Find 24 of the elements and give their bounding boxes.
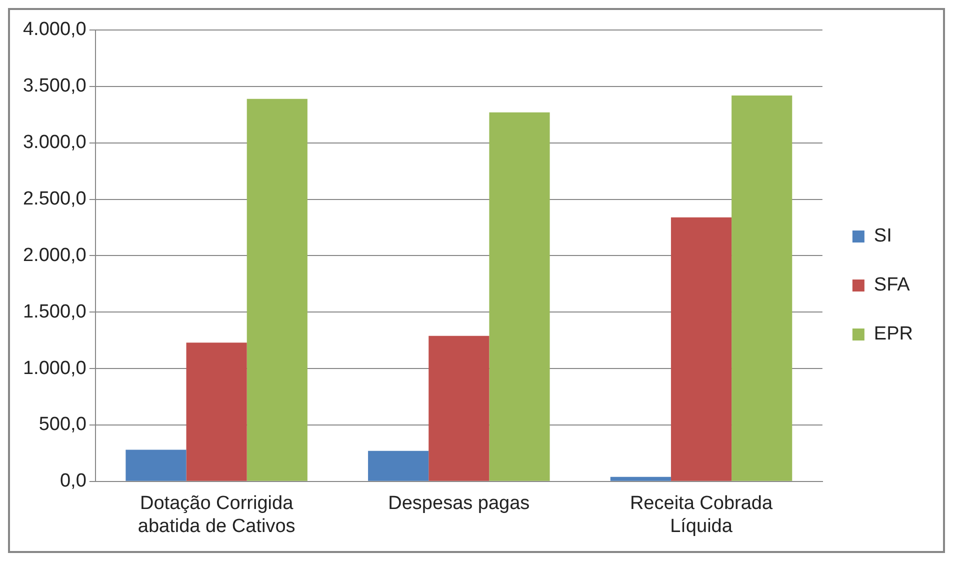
bar — [126, 450, 186, 481]
x-tick-label: Despesas pagas — [388, 493, 530, 514]
y-tick-label: 1.000,0 — [22, 358, 86, 379]
bar — [246, 98, 308, 481]
bar — [428, 336, 490, 481]
bar — [489, 112, 550, 481]
y-tick-label: 1.500,0 — [22, 301, 86, 322]
bar — [610, 476, 671, 481]
x-tick-label: Receita Cobrada Líquida — [630, 493, 773, 537]
bar — [186, 342, 247, 481]
legend-label: SI — [874, 226, 892, 247]
bar — [732, 95, 792, 481]
legend-label: EPR — [874, 324, 914, 345]
y-tick-label: 2.500,0 — [22, 188, 86, 210]
y-tick-label: 3.500,0 — [22, 76, 86, 97]
y-tick-label: 3.000,0 — [22, 132, 86, 154]
y-tick-label: 2.000,0 — [22, 244, 86, 266]
bar — [368, 450, 429, 481]
y-tick-label: 4.000,0 — [22, 19, 86, 40]
bar — [670, 217, 732, 481]
legend-label: SFA — [874, 274, 910, 296]
y-tick-label: 0,0 — [60, 470, 86, 492]
y-tick-label: 500,0 — [38, 414, 86, 436]
x-tick-label: Dotação Corrigida abatida de Cativos — [138, 493, 296, 537]
